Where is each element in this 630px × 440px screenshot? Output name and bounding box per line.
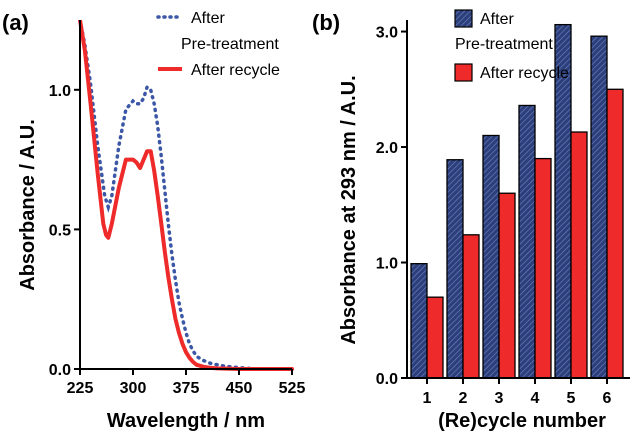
legend-b-recycle-label: After recycle (480, 65, 569, 82)
y-tick-label: 1.0 (376, 256, 398, 273)
bar-after-pretreatment-cycle-1 (410, 263, 428, 379)
legend-a-recycle-label: After recycle (191, 62, 280, 79)
y-tick-label: 0.0 (49, 362, 71, 379)
legend-b-pretreatment-label: Pre-treatment (455, 36, 553, 53)
legend-b-after-label: After (480, 11, 514, 28)
bar-after-recycle-cycle-3 (498, 192, 516, 379)
panel-b-y-axis-title: Absorbance at 293 nm / A.U. (338, 75, 360, 344)
panel-b-legend: After Pre-treatment After recycle (454, 9, 569, 82)
panel-b: (b) 0.0 1.0 2.0 3.0 1 2 3 4 5 6 Absorbance at 29… (312, 9, 630, 432)
bar-after-pretreatment-cycle-4 (518, 104, 536, 379)
legend-a-after-label: After (191, 10, 225, 27)
panel-a-plot-area (78, 20, 294, 371)
legend-b-pretreatment-swatch (454, 9, 473, 28)
x-tick-label: 2 (459, 390, 468, 407)
line-series-after-recycle (78, 20, 294, 371)
panel-b-y-ticks: 0.0 1.0 2.0 3.0 (376, 25, 407, 388)
bar-after-recycle-cycle-2 (462, 234, 480, 379)
x-tick-label: 225 (67, 380, 94, 397)
bar-after-pretreatment-cycle-2 (446, 159, 464, 379)
y-tick-label: 1.0 (49, 83, 71, 100)
x-tick-label: 300 (120, 380, 147, 397)
panel-a-x-ticks: 225 300 375 450 525 (67, 369, 306, 397)
panel-b-x-ticks: 1 2 3 4 5 6 (423, 378, 612, 407)
panel-b-plot-area (410, 23, 624, 379)
x-tick-label: 1 (423, 390, 432, 407)
bar-after-recycle-cycle-4 (534, 157, 552, 379)
y-tick-label: 3.0 (376, 25, 398, 42)
bar-after-recycle-cycle-5 (570, 131, 588, 379)
panel-a-y-ticks: 0.0 0.5 1.0 (49, 83, 80, 379)
legend-b-recycle-swatch (454, 63, 473, 82)
panel-b-label: (b) (312, 10, 340, 35)
x-tick-label: 6 (603, 390, 612, 407)
x-tick-label: 4 (531, 390, 540, 407)
panel-a: (a) 0.0 0.5 1.0 225 300 375 450 525 Absorbance… (2, 10, 305, 432)
panel-a-y-axis-title: Absorbance / A.U. (17, 119, 39, 291)
x-tick-label: 450 (226, 380, 253, 397)
panel-a-x-axis-title: Wavelength / nm (107, 410, 265, 432)
x-tick-label: 525 (279, 380, 306, 397)
bar-after-pretreatment-cycle-3 (482, 134, 500, 379)
y-tick-label: 2.0 (376, 140, 398, 157)
x-tick-label: 5 (567, 390, 576, 407)
bar-after-pretreatment-cycle-6 (590, 35, 608, 379)
x-tick-label: 375 (173, 380, 200, 397)
y-tick-label: 0.5 (49, 222, 71, 239)
bar-after-recycle-cycle-6 (606, 88, 624, 379)
line-series-after-pretreatment (78, 20, 294, 371)
panel-a-legend: After Pre-treatment After recycle (156, 10, 280, 79)
panel-b-x-axis-title: (Re)cycle number (438, 410, 606, 432)
panel-a-label: (a) (2, 10, 29, 35)
bar-after-recycle-cycle-1 (426, 296, 444, 379)
x-tick-label: 3 (495, 390, 504, 407)
y-tick-label: 0.0 (376, 371, 398, 388)
legend-a-pretreatment-label: Pre-treatment (181, 36, 279, 53)
